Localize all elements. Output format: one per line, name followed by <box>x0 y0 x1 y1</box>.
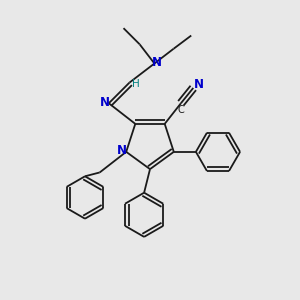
Text: N: N <box>117 144 127 157</box>
Text: H: H <box>132 79 140 89</box>
Text: N: N <box>194 79 204 92</box>
Text: C: C <box>178 105 184 115</box>
Text: N: N <box>152 56 162 68</box>
Text: N: N <box>100 96 110 109</box>
